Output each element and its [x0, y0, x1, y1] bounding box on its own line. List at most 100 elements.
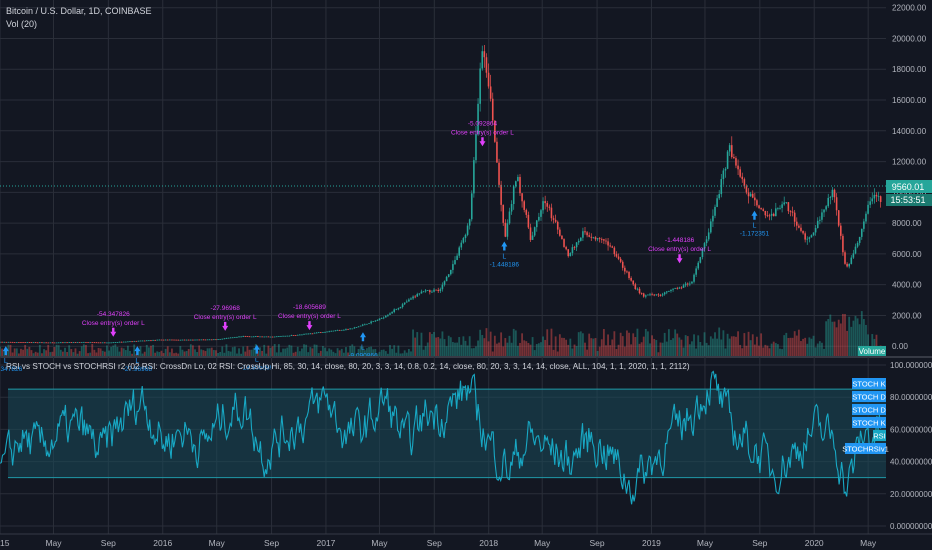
- candle-body: [546, 203, 549, 207]
- volume-bar: [160, 350, 163, 356]
- candle-body: [863, 221, 865, 229]
- indicator-pane[interactable]: [0, 357, 886, 534]
- volume-bar: [468, 336, 471, 356]
- buy-order-label: L: [502, 254, 506, 261]
- candle-body: [322, 332, 324, 333]
- candle-body: [397, 308, 400, 310]
- candle-body: [299, 334, 301, 336]
- candle-body: [613, 247, 616, 255]
- buy-order-value: -1.448186: [490, 262, 520, 269]
- volume-bar: [504, 338, 507, 356]
- candle-body: [311, 333, 314, 335]
- volume-bar: [345, 347, 347, 356]
- candle-body: [661, 294, 664, 296]
- volume-bar: [0, 346, 1, 356]
- candle-body: [265, 336, 268, 338]
- candle-body: [485, 57, 488, 73]
- candle-body: [286, 335, 289, 337]
- volume-bar: [353, 346, 356, 356]
- volume-bar: [223, 352, 226, 356]
- volume-bar: [519, 342, 521, 356]
- candle-body: [590, 236, 593, 238]
- volume-bar: [87, 353, 89, 356]
- volume-bar: [64, 347, 66, 356]
- volume-bar: [215, 350, 217, 356]
- volume-bar: [722, 330, 725, 356]
- volume-bar: [194, 349, 196, 356]
- volume-bar: [221, 346, 224, 356]
- volume-bar: [774, 343, 777, 356]
- close-arrow-icon: [479, 137, 486, 147]
- candle-body: [808, 237, 811, 239]
- volume-bar: [812, 335, 815, 356]
- candle-body: [464, 234, 467, 239]
- candle-body: [452, 264, 454, 270]
- candle-body: [712, 215, 714, 222]
- candle-body: [231, 337, 234, 339]
- strategy-annotations: L-54.347826L-27.96968L-18.605689L-9.0908…: [0, 120, 769, 373]
- volume-bar: [443, 339, 446, 356]
- volume-bar: [865, 324, 867, 356]
- volume-bar: [802, 338, 804, 356]
- volume-bar: [198, 345, 201, 356]
- volume-bar: [638, 343, 641, 356]
- volume-bar: [854, 315, 857, 356]
- volume-bar: [714, 332, 716, 356]
- volume-bar: [269, 347, 272, 356]
- candle-body: [68, 342, 70, 343]
- volume-bar: [263, 344, 266, 356]
- volume-bar: [112, 345, 115, 356]
- volume-bar: [246, 346, 249, 356]
- volume-bar: [611, 339, 614, 356]
- candle-body: [257, 336, 259, 338]
- volume-bar: [818, 341, 821, 356]
- volume-bar: [204, 351, 207, 356]
- buy-arrow-icon: [751, 210, 758, 220]
- volume-bar: [529, 344, 532, 356]
- volume-bar: [500, 332, 503, 356]
- volume-bar: [407, 348, 410, 356]
- volume-bar: [336, 348, 339, 356]
- price-pane[interactable]: L-54.347826L-27.96968L-18.605689L-9.0908…: [0, 0, 886, 373]
- volume-bar: [542, 336, 544, 356]
- candle-body: [288, 335, 291, 337]
- volume-bar: [177, 353, 180, 356]
- volume-bar: [38, 344, 41, 356]
- volume-bar: [823, 348, 825, 356]
- rsi-band-fill: [8, 389, 886, 478]
- candle-body: [70, 342, 73, 343]
- candle-body: [177, 339, 180, 341]
- volume-bar: [630, 344, 633, 356]
- volume-bar: [173, 353, 175, 356]
- candle-body: [301, 334, 303, 336]
- volume-bar: [225, 344, 228, 356]
- candle-body: [198, 339, 200, 341]
- candle-body: [91, 342, 94, 344]
- candle-body: [680, 287, 683, 289]
- volume-bar: [558, 334, 561, 356]
- volume-bar: [844, 314, 846, 356]
- candle-body: [437, 289, 440, 292]
- candle-body: [74, 342, 77, 343]
- volume-bar: [389, 345, 391, 356]
- volume-bar: [579, 331, 582, 356]
- candle-body: [190, 339, 192, 341]
- candle-body: [479, 68, 481, 104]
- last-price-value: 9560.01: [892, 182, 925, 192]
- volume-bar: [852, 320, 855, 356]
- volume-bar: [709, 336, 712, 356]
- candle-body: [491, 98, 494, 121]
- volume-bar: [34, 351, 37, 356]
- indicator-axis[interactable]: 0.00000000 20.00000000 40.00000000 60.00000…: [890, 361, 932, 531]
- volume-bar: [374, 348, 377, 356]
- candle-body: [338, 330, 341, 331]
- candle-body: [64, 342, 66, 344]
- volume-bar: [737, 331, 739, 356]
- time-axis[interactable]: 2015 May Sep 2016 May Sep 2017 May Sep 2018 May Sep…: [0, 538, 877, 548]
- volume-bar: [653, 338, 656, 356]
- volume-bar: [28, 346, 31, 356]
- volume-bar: [514, 330, 517, 356]
- volume-bar: [462, 336, 465, 356]
- candle-body: [728, 145, 731, 152]
